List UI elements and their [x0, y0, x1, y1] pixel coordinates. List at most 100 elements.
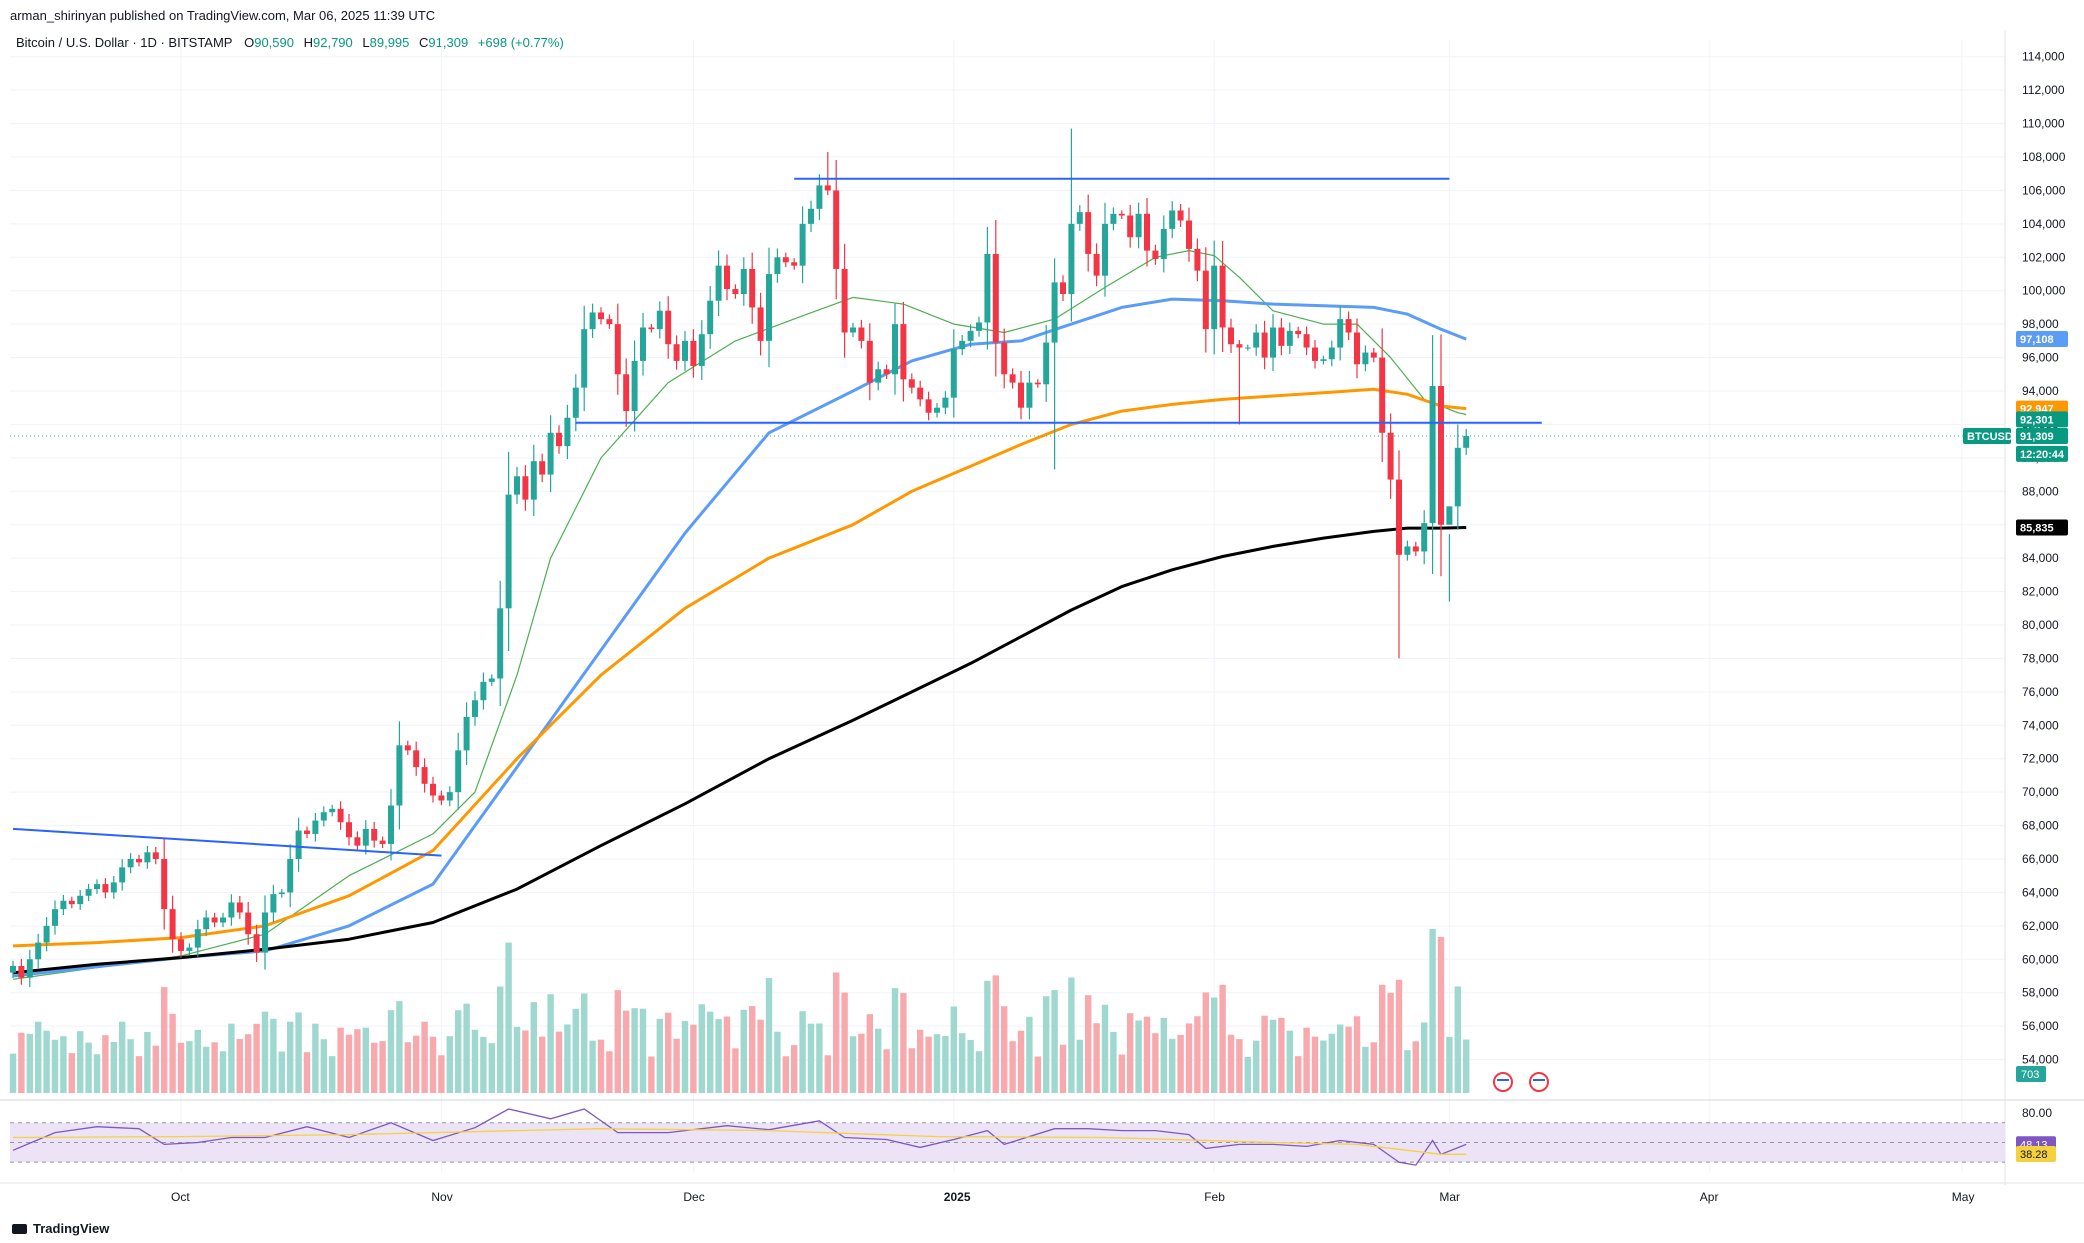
volume-bar: [203, 1046, 210, 1093]
volume-bar: [1227, 1034, 1235, 1093]
candle-body: [1261, 332, 1268, 358]
volume-bar: [1269, 1019, 1277, 1093]
candle-body: [43, 925, 50, 943]
volume-bar: [9, 1053, 17, 1093]
candle-body: [295, 830, 302, 859]
volume-bar: [102, 1035, 109, 1093]
candle-body: [320, 812, 327, 821]
volume-bar: [135, 1056, 143, 1093]
volume-bar: [85, 1042, 92, 1093]
candle-body: [354, 837, 361, 846]
volume-bar: [614, 990, 621, 1093]
volume-bar: [471, 1029, 479, 1093]
volume-bar: [1437, 937, 1445, 1093]
candle-body: [127, 859, 134, 868]
candle-body: [1312, 347, 1318, 361]
volume-bar: [715, 1019, 722, 1093]
candle-body: [1160, 228, 1167, 259]
candle-body: [161, 859, 168, 910]
volume-bar: [60, 1036, 67, 1093]
candle-body: [1387, 432, 1394, 480]
candle-body: [10, 965, 16, 973]
volume-bar: [841, 992, 848, 1093]
price-tick-label: 70,000: [2022, 785, 2059, 799]
candle-body: [1194, 248, 1201, 271]
volume-bar: [1320, 1040, 1327, 1093]
volume-bar: [681, 1021, 689, 1093]
candle-body: [682, 340, 688, 361]
candle-body: [547, 432, 554, 475]
volume-bar: [891, 988, 899, 1093]
candle-body: [791, 262, 798, 266]
volume-bar: [791, 1045, 798, 1093]
candle-body: [220, 917, 226, 923]
candle-body: [1169, 210, 1176, 229]
candle-body: [1085, 212, 1092, 254]
candle-body: [1396, 479, 1402, 555]
volume-bar: [942, 1035, 949, 1093]
candle-body: [1152, 250, 1159, 259]
volume-bar: [413, 1035, 420, 1093]
candle-body: [312, 820, 319, 834]
candle-body: [1202, 270, 1209, 330]
volume-bar: [816, 1023, 823, 1093]
candle-body: [967, 330, 974, 341]
volume-bar: [1143, 1016, 1151, 1093]
volume-bar: [1253, 1040, 1260, 1093]
candle-body: [950, 349, 957, 398]
volume-bar: [875, 1028, 882, 1093]
volume-bar: [278, 1051, 285, 1093]
candle-body: [211, 917, 218, 923]
candle-body: [1295, 330, 1302, 335]
volume-bar: [749, 1006, 756, 1093]
volume-bar: [858, 1033, 865, 1093]
candle-body: [614, 324, 621, 375]
price-tick-label: 96,000: [2022, 351, 2059, 365]
volume-bar: [1001, 1006, 1008, 1093]
volume-bar: [925, 1036, 932, 1093]
volume-bar: [228, 1023, 235, 1093]
volume-bar: [1110, 1031, 1117, 1093]
volume-bar: [1009, 1041, 1016, 1093]
candle-body: [1068, 223, 1075, 295]
candle-body: [606, 319, 613, 325]
volume-bar: [513, 1026, 521, 1093]
candle-body: [883, 369, 890, 375]
volume-bar: [572, 1008, 579, 1093]
candle-body: [136, 859, 142, 863]
price-tick-label: 82,000: [2022, 585, 2059, 599]
volume-bar: [161, 987, 168, 1093]
price-badge: [2016, 427, 2068, 444]
volume-bar: [1328, 1033, 1335, 1093]
candle-body: [472, 700, 478, 717]
candle-body: [631, 360, 638, 412]
candle-body: [1093, 253, 1100, 276]
volume-bar: [488, 1043, 495, 1093]
candle-body: [1034, 382, 1041, 385]
rsi-ma-label: 38.28: [2020, 1149, 2048, 1161]
candle-body: [572, 387, 579, 418]
candle-body: [110, 882, 117, 893]
volume-bar: [723, 1016, 731, 1093]
volume-bar: [1244, 1057, 1251, 1093]
volume-bar: [1093, 1023, 1100, 1093]
candle-body: [782, 257, 789, 263]
volume-bar: [1177, 1034, 1184, 1093]
candle-body: [715, 265, 722, 301]
trendline: [12, 827, 442, 857]
volume-bar: [522, 1030, 529, 1093]
symbol-title[interactable]: Bitcoin / U.S. Dollar · 1D · BITSTAMP: [16, 35, 233, 50]
candle-body: [749, 268, 756, 308]
volume-bar: [261, 1011, 269, 1093]
price-tick-label: 78,000: [2022, 651, 2059, 665]
volume-bar: [1387, 992, 1394, 1093]
price-tick-label: 84,000: [2022, 551, 2059, 565]
candle-body: [1144, 213, 1150, 251]
volume-bar: [1404, 1050, 1411, 1093]
time-tick-label: May: [1952, 1190, 1975, 1204]
candle-body: [446, 792, 453, 801]
candle-body: [984, 253, 991, 323]
candle-body: [270, 894, 277, 913]
volume-bar: [68, 1053, 75, 1093]
